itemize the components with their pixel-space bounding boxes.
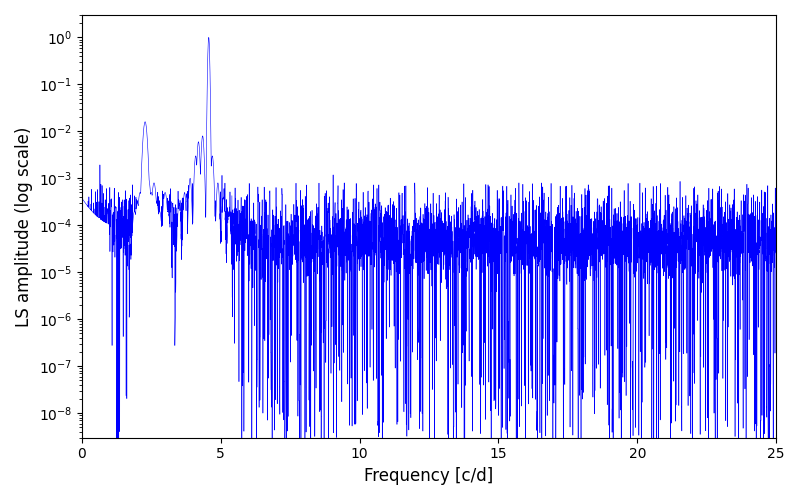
Y-axis label: LS amplitude (log scale): LS amplitude (log scale)	[15, 126, 33, 326]
X-axis label: Frequency [c/d]: Frequency [c/d]	[364, 467, 494, 485]
